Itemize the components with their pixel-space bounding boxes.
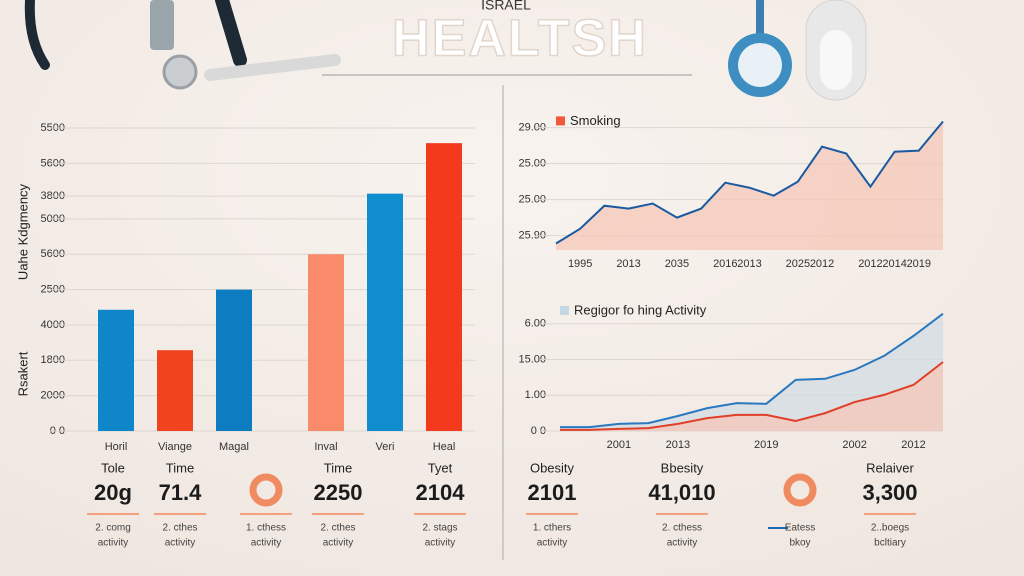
- x-tick-label: 2014: [882, 258, 906, 270]
- stat-note: 2. comg: [95, 523, 131, 534]
- x-tick-label: 2013: [666, 439, 690, 451]
- x-tick-label: 2025: [786, 258, 810, 270]
- y-tick-label: 6.00: [525, 318, 546, 330]
- line: [555, 120, 944, 245]
- x-tick-label: Veri: [376, 441, 395, 453]
- header-kicker: ISRAEL: [481, 0, 531, 13]
- bar: [216, 289, 252, 431]
- x-tick-label: 2016: [713, 258, 737, 270]
- stat-value: 2104: [416, 480, 466, 505]
- x-tick-label: Magal: [219, 441, 249, 453]
- stat-note: Eatess: [785, 523, 816, 534]
- stat-note: 2. stags: [422, 523, 457, 534]
- y-tick-label: 25.90: [518, 230, 546, 242]
- y-axis-label: Uahe Kdgmency: [15, 183, 30, 280]
- bar: [308, 254, 344, 431]
- x-tick-label: Inval: [314, 441, 337, 453]
- decor-right: [728, 0, 867, 101]
- stat-label: Obesity: [530, 460, 575, 475]
- bar: [157, 350, 193, 431]
- y-tick-label: 29.00: [518, 122, 546, 134]
- x-tick-label: 2012: [858, 258, 882, 270]
- bar: [98, 309, 134, 431]
- stat-label: Tyet: [428, 460, 453, 475]
- y-tick-label: 0 0: [531, 425, 546, 437]
- x-tick-label: 2002: [842, 439, 866, 451]
- stat-ring: [783, 473, 817, 507]
- legend-swatch: [560, 306, 569, 315]
- x-tick-label: 2035: [665, 258, 689, 270]
- stat-note: 2. cthess: [662, 523, 702, 534]
- y-tick-label: 1.00: [525, 389, 546, 401]
- area-fill: [560, 361, 943, 431]
- stat-value: 3,300: [862, 480, 917, 505]
- x-tick-label: Viange: [158, 441, 192, 453]
- legend-label: Regigor fo hing Activity: [574, 302, 707, 317]
- stat-note: 2. cthes: [320, 523, 355, 534]
- x-tick-label: 2012: [810, 258, 834, 270]
- decor-left: [24, 0, 341, 90]
- stat-note: activity: [323, 538, 354, 549]
- y-tick-label: 25.00: [518, 194, 546, 206]
- x-tick-label: 2012: [901, 439, 925, 451]
- stat-note: activity: [425, 538, 456, 549]
- stat-label: Relaiver: [866, 460, 914, 475]
- stat-value: 20g: [94, 480, 132, 505]
- stat-label: Tole: [101, 460, 125, 475]
- stat-label: Bbesity: [661, 460, 704, 475]
- bar: [426, 143, 462, 431]
- x-tick-label: Heal: [433, 441, 456, 453]
- stat-note: activity: [537, 538, 568, 549]
- y-tick-label: 15.00: [518, 353, 546, 365]
- stat-note: 1. cthers: [533, 523, 571, 534]
- plots: 0 0200018004000250056005000380056005500U…: [15, 113, 944, 549]
- header-title: HEALTSH: [392, 10, 648, 68]
- legend-swatch: [556, 116, 565, 126]
- stat-note: 2. cthes: [162, 523, 197, 534]
- y-axis-label: Rsakert: [15, 351, 30, 396]
- stat-note: 1. cthess: [246, 523, 286, 534]
- stat-value: 41,010: [648, 480, 715, 505]
- line: [560, 312, 944, 429]
- x-tick-label: 2019: [907, 258, 931, 270]
- legend-label: Smoking: [570, 113, 621, 128]
- x-tick-label: 2001: [607, 439, 631, 451]
- x-tick-label: 2013: [616, 258, 640, 270]
- stat-value: 2101: [528, 480, 577, 505]
- y-tick-label: 25.00: [518, 158, 546, 170]
- x-tick-label: Horil: [105, 441, 128, 453]
- x-tick-label: 2013: [737, 258, 761, 270]
- x-tick-label: 1995: [568, 258, 592, 270]
- stat-note: bcltiary: [874, 538, 906, 549]
- stat-label: Time: [166, 460, 194, 475]
- stat-note: bkoy: [789, 538, 810, 549]
- stat-note: activity: [165, 538, 196, 549]
- stat-ring: [249, 473, 283, 507]
- stat-value: 71.4: [159, 480, 203, 505]
- stat-note: activity: [98, 538, 129, 549]
- x-tick-label: 2019: [754, 439, 778, 451]
- bar: [367, 193, 403, 431]
- stat-note: 2..boegs: [871, 523, 909, 534]
- area-fill: [560, 313, 943, 431]
- line: [560, 361, 944, 431]
- stat-value: 2250: [314, 480, 363, 505]
- stat-note: activity: [667, 538, 698, 549]
- stat-note: activity: [251, 538, 282, 549]
- stat-label: Time: [324, 460, 352, 475]
